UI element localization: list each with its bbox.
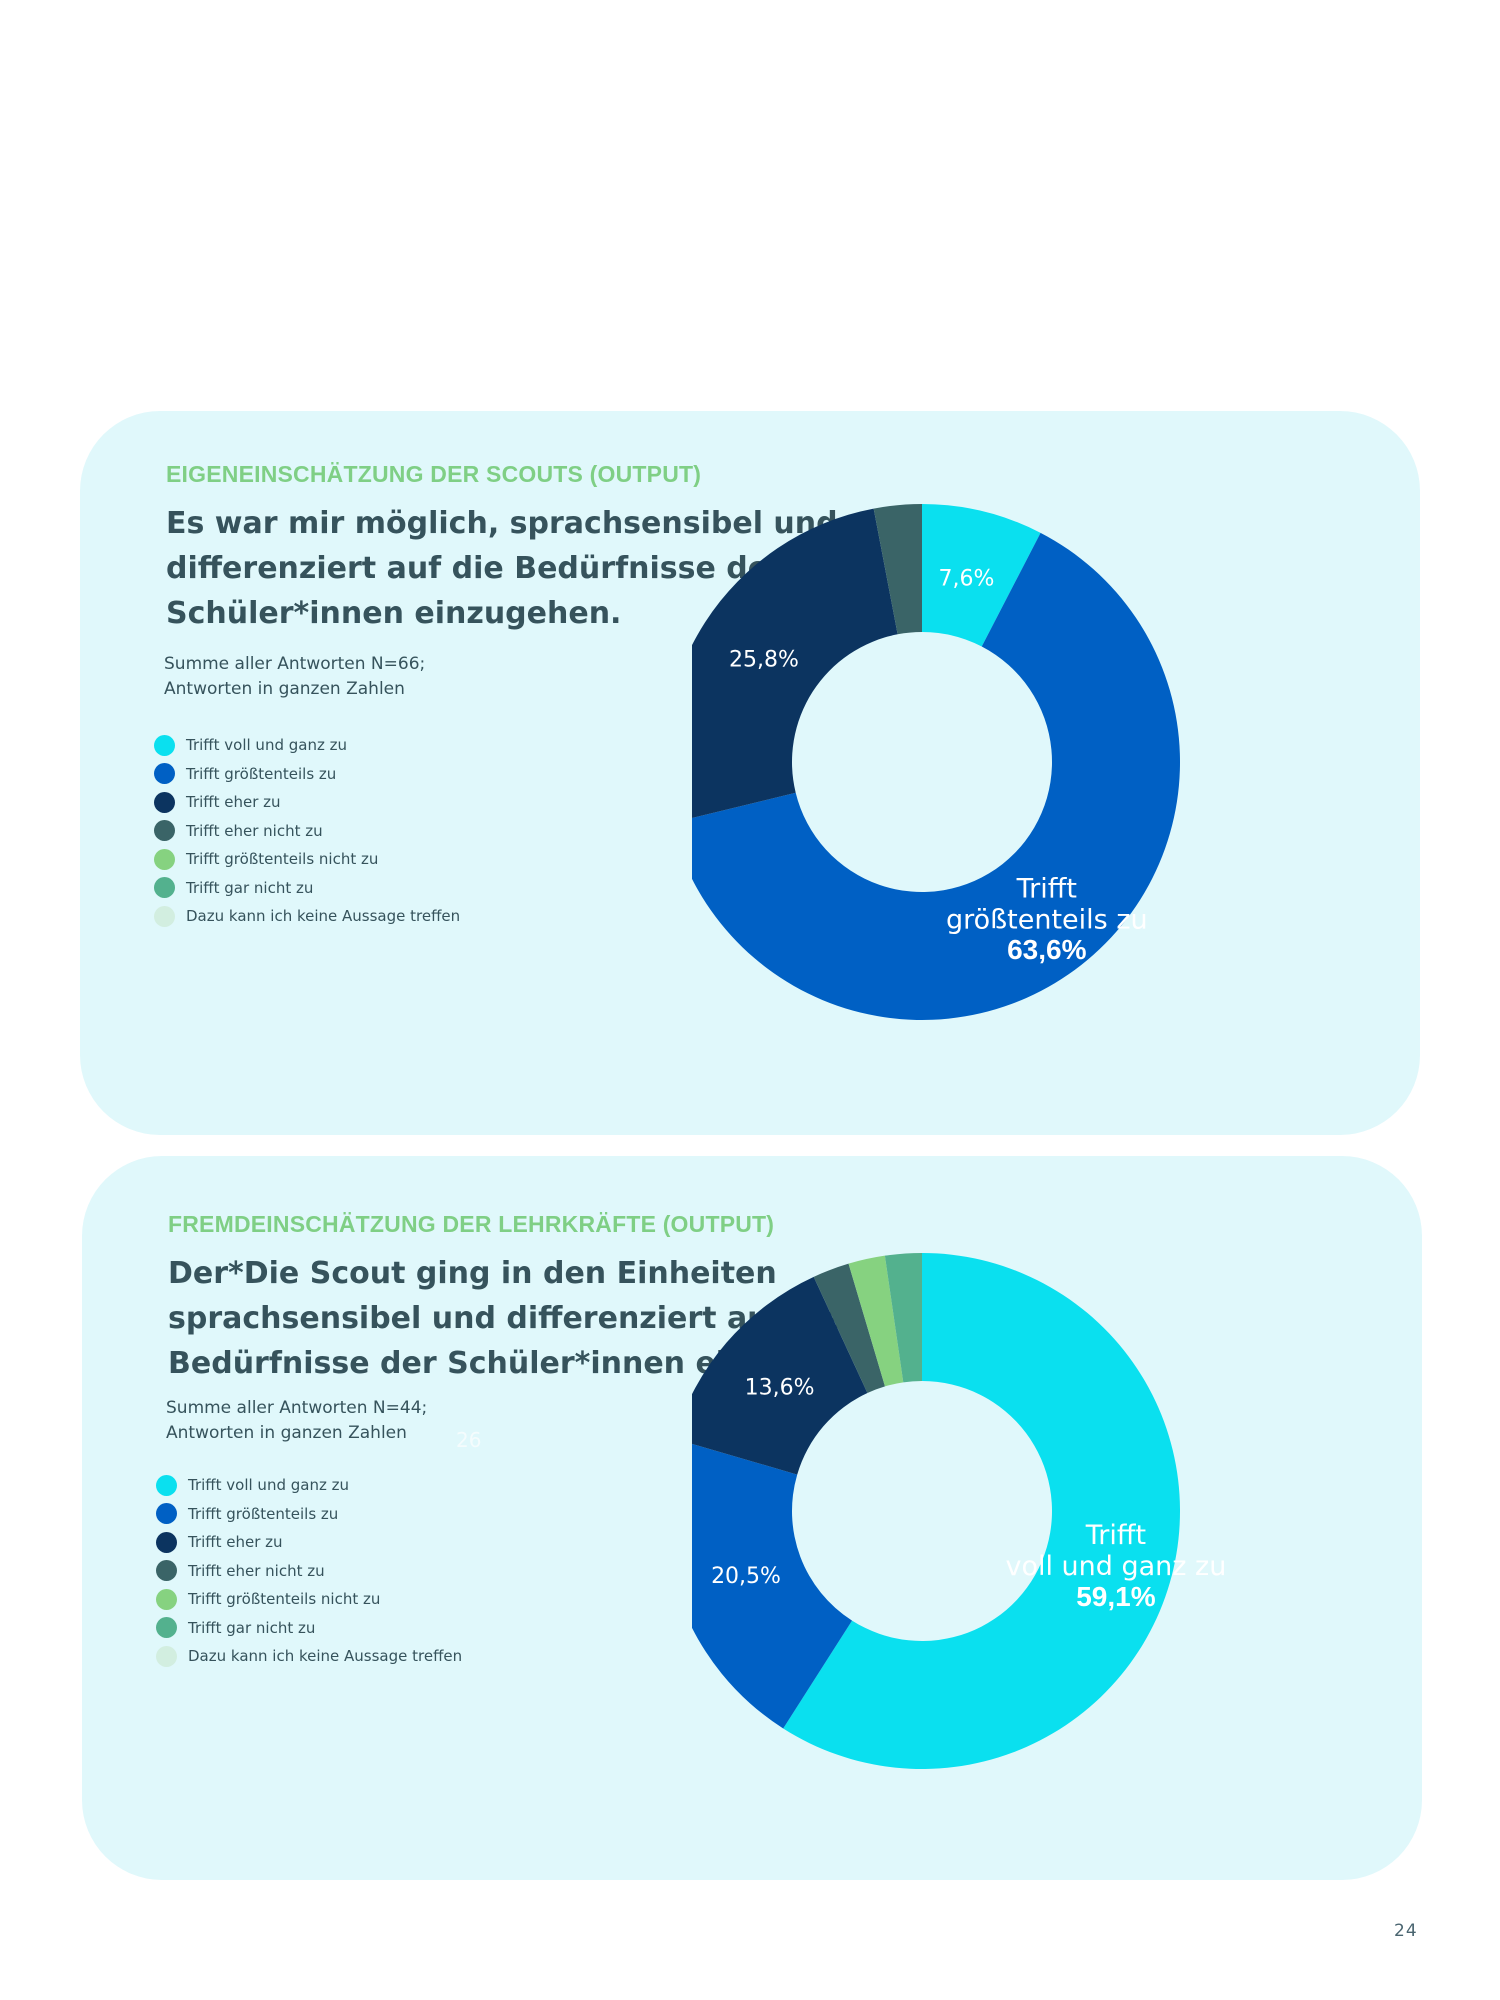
legend-item: Trifft eher zu (156, 1528, 462, 1557)
legend-label: Trifft größtenteils zu (188, 1504, 339, 1523)
data-label: 59,1% (1076, 1581, 1155, 1612)
legend-item: Trifft größtenteils nicht zu (156, 1585, 462, 1614)
legend-item: Trifft größtenteils zu (154, 760, 460, 789)
legend-swatch (156, 1645, 177, 1667)
panel-kicker: EIGENEINSCHÄTZUNG DER SCOUTS (OUTPUT) (166, 461, 702, 487)
legend-swatch (154, 905, 175, 927)
data-label: 13,6% (745, 1375, 815, 1400)
panel-question: Es war mir möglich, sprachsensibel und d… (166, 506, 838, 631)
legend-swatch (156, 1617, 177, 1639)
legend-item: Trifft eher nicht zu (156, 1557, 462, 1586)
legend-swatch (154, 848, 175, 870)
donut-slice (692, 1276, 868, 1475)
donut-slice (783, 1253, 1180, 1769)
data-label: größtenteils zu (946, 904, 1148, 935)
legend-label: Trifft gar nicht zu (186, 878, 314, 897)
legend-label: Trifft größtenteils nicht zu (186, 850, 379, 869)
legend-label: Trifft größtenteils nicht zu (188, 1590, 381, 1609)
legend-item: Dazu kann ich keine Aussage treffen (156, 1642, 462, 1671)
data-label: 20,5% (711, 1564, 781, 1589)
page-number: 24 (1394, 1921, 1418, 1941)
panel-note: Summe aller Antworten N=44; Antworten in… (166, 1398, 428, 1443)
data-label: Trifft (1085, 1520, 1146, 1551)
legend-label: Trifft eher nicht zu (186, 821, 323, 840)
self-assessment-card: EIGENEINSCHÄTZUNG DER SCOUTS (OUTPUT) Es… (80, 411, 1420, 1135)
legend-label: Dazu kann ich keine Aussage treffen (186, 907, 461, 926)
legend-label: Trifft voll und ganz zu (188, 1476, 349, 1495)
legend-swatch (156, 1531, 177, 1553)
legend-swatch (156, 1503, 177, 1525)
legend-label: Trifft voll und ganz zu (186, 736, 347, 755)
chart-legend: Trifft voll und ganz zu Trifft größtentei… (154, 731, 460, 931)
legend-item: Dazu kann ich keine Aussage treffen (154, 902, 460, 931)
legend-label: Trifft eher zu (186, 793, 281, 812)
legend-label: Trifft eher zu (188, 1533, 283, 1552)
legend-label: Dazu kann ich keine Aussage treffen (188, 1647, 463, 1666)
donut-slice (692, 1443, 853, 1729)
legend-swatch (154, 820, 175, 842)
data-label: 25,8% (729, 647, 799, 672)
teacher-assessment-card: FREMDEINSCHÄTZUNG DER LEHRKRÄFTE (OUTPUT… (82, 1156, 1422, 1880)
legend-item: Trifft größtenteils zu (156, 1500, 462, 1529)
legend-swatch (154, 734, 175, 756)
legend-item: Trifft eher zu (154, 788, 460, 817)
panel-question: Der*Die Scout ging in den Einheiten spra… (168, 1256, 845, 1381)
legend-swatch (156, 1588, 177, 1610)
legend-swatch (156, 1560, 177, 1582)
data-label: 63,6% (1007, 934, 1086, 965)
legend-item: Trifft gar nicht zu (154, 874, 460, 903)
legend-item: Trifft gar nicht zu (156, 1614, 462, 1643)
legend-swatch (154, 791, 175, 813)
donut-slice (848, 1255, 904, 1387)
legend-item: Trifft größtenteils nicht zu (154, 845, 460, 874)
legend-item: Trifft voll und ganz zu (154, 731, 460, 760)
legend-item: Trifft voll und ganz zu (156, 1471, 462, 1500)
chart-legend: Trifft voll und ganz zu Trifft größtentei… (156, 1471, 462, 1671)
data-label: voll und ganz zu (1005, 1551, 1226, 1582)
legend-swatch (156, 1474, 177, 1496)
donut-slice (922, 504, 1041, 647)
data-label: 7,6% (939, 566, 995, 591)
legend-swatch (154, 877, 175, 899)
donut-slice (813, 1263, 885, 1394)
data-label: Trifft (1016, 873, 1077, 904)
donut-slice (692, 508, 898, 818)
legend-label: Trifft größtenteils zu (186, 764, 337, 783)
legend-label: Trifft gar nicht zu (188, 1618, 316, 1637)
donut-slice (692, 532, 1180, 1020)
legend-item: Trifft eher nicht zu (154, 817, 460, 846)
faint-number: 26 (456, 1428, 482, 1452)
legend-swatch (154, 763, 175, 785)
donut-slice (884, 1253, 922, 1383)
legend-label: Trifft eher nicht zu (188, 1561, 325, 1580)
panel-kicker: FREMDEINSCHÄTZUNG DER LEHRKRÄFTE (OUTPUT… (168, 1211, 775, 1237)
donut-slice (873, 504, 922, 635)
panel-note: Summe aller Antworten N=66; Antworten in… (164, 654, 426, 699)
